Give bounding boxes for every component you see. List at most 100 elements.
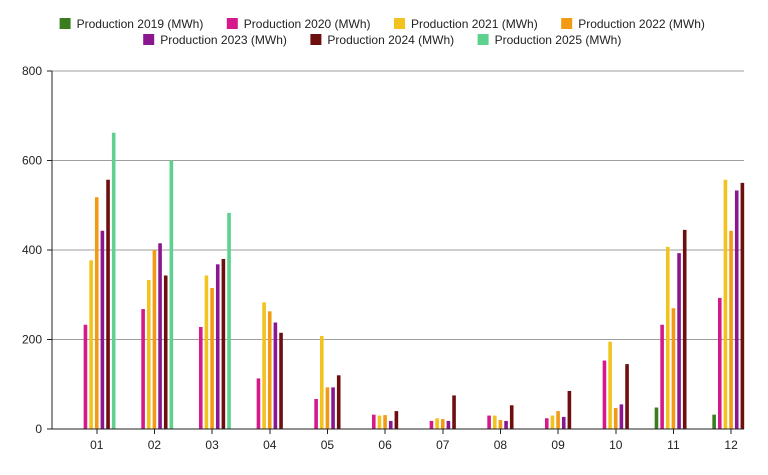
bar-2024-01[interactable] — [106, 179, 110, 429]
legend-item[interactable]: Production 2022 (MWh) — [561, 17, 705, 31]
bar-2025-03[interactable] — [227, 212, 231, 429]
bar-2023-06[interactable] — [388, 420, 393, 429]
bar-2022-01[interactable] — [94, 197, 99, 429]
legend-label: Production 2021 (MWh) — [411, 17, 538, 31]
bar-2021-04[interactable] — [262, 302, 266, 429]
bar-2021-07[interactable] — [435, 418, 439, 429]
bar-2022-10[interactable] — [613, 407, 618, 429]
x-tick-label: 10 — [609, 438, 623, 452]
bar-2021-08[interactable] — [492, 415, 497, 429]
bar-2022-03[interactable] — [210, 288, 214, 429]
bar-2024-10[interactable] — [625, 364, 629, 429]
legend-item[interactable]: Production 2025 (MWh) — [477, 33, 622, 47]
bar-2023-02[interactable] — [158, 243, 162, 429]
bar-2024-05[interactable] — [336, 375, 341, 429]
y-tick-label: 200 — [22, 333, 42, 347]
x-tick-label: 08 — [494, 438, 508, 452]
bar-2023-03[interactable] — [215, 264, 220, 429]
y-tick-label: 800 — [22, 64, 42, 78]
bar-2023-09[interactable] — [561, 416, 566, 429]
bar-2024-12[interactable] — [740, 182, 745, 429]
bar-2024-08[interactable] — [509, 405, 514, 429]
x-tick-label: 03 — [205, 438, 219, 452]
bar-2022-06[interactable] — [383, 415, 387, 429]
legend-label: Production 2023 (MWh) — [160, 33, 287, 47]
bar-2024-07[interactable] — [452, 395, 456, 429]
x-tick-label: 09 — [551, 438, 565, 452]
legend-label: Production 2022 (MWh) — [578, 17, 705, 31]
bar-2024-06[interactable] — [394, 411, 399, 429]
bar-2022-04[interactable] — [267, 311, 272, 429]
bar-2021-01[interactable] — [89, 260, 93, 429]
bar-2020-04[interactable] — [256, 378, 261, 429]
legend-swatch — [477, 34, 489, 45]
bar-2023-04[interactable] — [273, 322, 278, 429]
bar-2024-03[interactable] — [221, 258, 226, 429]
y-tick-label: 0 — [35, 422, 42, 436]
bar-2024-09[interactable] — [567, 390, 572, 429]
bar-2020-03[interactable] — [198, 326, 203, 429]
bar-2025-02[interactable] — [169, 160, 174, 430]
bar-2019-12[interactable] — [712, 414, 716, 429]
gridlines — [52, 70, 744, 340]
legend-swatch — [561, 18, 573, 29]
bar-2020-01[interactable] — [83, 324, 88, 429]
bar-2021-10[interactable] — [608, 341, 612, 429]
legend-item[interactable]: Production 2021 (MWh) — [394, 17, 538, 31]
legend-item[interactable]: Production 2023 (MWh) — [143, 33, 287, 47]
x-tick-label: 04 — [263, 438, 277, 452]
bar-2023-08[interactable] — [504, 420, 508, 429]
bar-2020-08[interactable] — [487, 415, 491, 429]
bar-2021-11[interactable] — [665, 246, 670, 429]
bar-2024-04[interactable] — [279, 332, 283, 429]
bar-2020-07[interactable] — [429, 420, 434, 429]
bar-2022-11[interactable] — [671, 308, 676, 429]
bar-2022-12[interactable] — [729, 230, 733, 429]
legend-swatch — [59, 18, 71, 29]
bar-2023-10[interactable] — [619, 404, 624, 429]
bar-2022-07[interactable] — [440, 419, 445, 429]
x-tick-label: 02 — [148, 438, 162, 452]
bar-2023-01[interactable] — [100, 230, 105, 429]
bar-2024-02[interactable] — [163, 275, 168, 429]
legend-swatch — [226, 18, 238, 29]
bar-2020-12[interactable] — [717, 297, 722, 429]
bar-2020-10[interactable] — [602, 360, 607, 429]
bar-2021-09[interactable] — [550, 415, 555, 429]
x-tick-label: 07 — [436, 438, 450, 452]
bar-2023-05[interactable] — [331, 387, 335, 429]
bar-2023-07[interactable] — [446, 420, 451, 429]
bar-2025-01[interactable] — [111, 132, 116, 429]
legend-label: Production 2020 (MWh) — [244, 17, 371, 31]
bar-2022-02[interactable] — [152, 250, 157, 429]
bar-2021-05[interactable] — [319, 335, 324, 429]
bar-2020-09[interactable] — [544, 418, 549, 429]
bar-2020-05[interactable] — [314, 399, 318, 429]
bar-2021-03[interactable] — [204, 275, 209, 429]
bar-2020-06[interactable] — [371, 414, 376, 429]
legend-item[interactable]: Production 2019 (MWh) — [59, 17, 204, 31]
bar-2022-09[interactable] — [556, 411, 560, 429]
bar-2023-12[interactable] — [734, 190, 739, 429]
bar-2022-08[interactable] — [498, 420, 503, 429]
bar-2020-11[interactable] — [660, 324, 664, 429]
legend-label: Production 2019 (MWh) — [77, 17, 204, 31]
x-tick-label: 06 — [378, 438, 392, 452]
x-tick-label: 12 — [724, 438, 738, 452]
bar-2023-11[interactable] — [677, 253, 681, 429]
bar-2021-12[interactable] — [723, 179, 728, 429]
legend-item[interactable]: Production 2020 (MWh) — [226, 17, 371, 31]
x-tick-label: 11 — [667, 438, 680, 452]
legend-item[interactable]: Production 2024 (MWh) — [310, 33, 454, 47]
axes: 0 200 400 600 800 01 02 03 04 05 06 07 08 09 10 11 12 — [22, 64, 744, 452]
bar-2021-02[interactable] — [146, 279, 151, 429]
legend-swatch — [143, 34, 155, 45]
bar-2021-06[interactable] — [377, 415, 382, 429]
bar-2024-11[interactable] — [682, 229, 687, 429]
bar-2022-05[interactable] — [325, 387, 330, 429]
x-tick-label: 05 — [321, 438, 335, 452]
legend-label: Production 2024 (MWh) — [327, 33, 454, 47]
bar-2019-11[interactable] — [654, 407, 659, 429]
bar-2020-02[interactable] — [141, 309, 145, 429]
